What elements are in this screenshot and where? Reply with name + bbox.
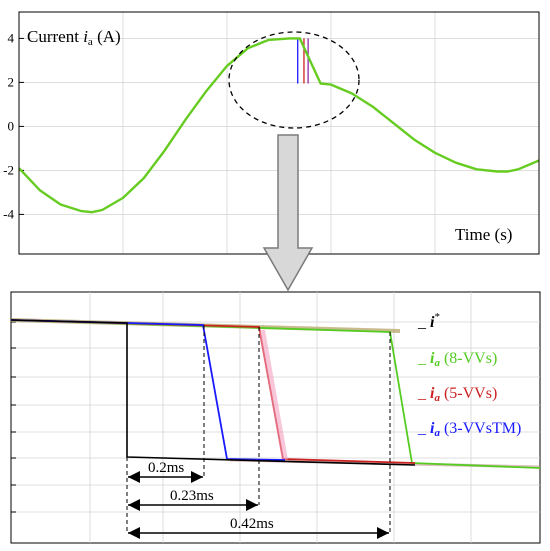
series-reference — [10, 319, 416, 466]
legend-5vvs: _ ia (5-VVs) — [417, 385, 497, 404]
legend: _ i* _ ia (8-VVs) _ ia (5-VVs) _ ia (3-V… — [417, 311, 521, 439]
annotation-0.2ms: 0.2ms — [148, 460, 184, 476]
top-y-tick-label: -2 — [3, 162, 14, 177]
zoom-arrow — [262, 134, 314, 292]
time-markers — [126, 325, 391, 533]
top-y-tick-label: 0 — [8, 118, 15, 133]
zoom-arrow-shape — [262, 134, 314, 292]
top-ylabel: Current ia (A) — [27, 27, 121, 48]
current-series-line — [18, 37, 540, 214]
top-y-tick-label: -4 — [3, 206, 14, 221]
legend-8vvs: _ ia (8-VVs) — [417, 350, 497, 369]
top-xlabel: Time (s) — [455, 225, 512, 244]
legend-3vvstm: _ ia (3-VVsTM) — [417, 420, 521, 439]
top-series — [18, 37, 540, 214]
top-y-tick-label: 4 — [8, 30, 15, 45]
zoom-ellipse — [228, 31, 360, 129]
top-y-tick-labels: 4 2 0 -2 -4 — [3, 30, 14, 221]
annotation-0.42ms: 0.42ms — [230, 516, 274, 532]
top-y-tick-label: 2 — [8, 74, 15, 89]
annotation-0.23ms: 0.23ms — [170, 488, 214, 504]
legend-reference: _ i* — [417, 311, 440, 331]
series-5vvs-highlight — [259, 329, 288, 461]
